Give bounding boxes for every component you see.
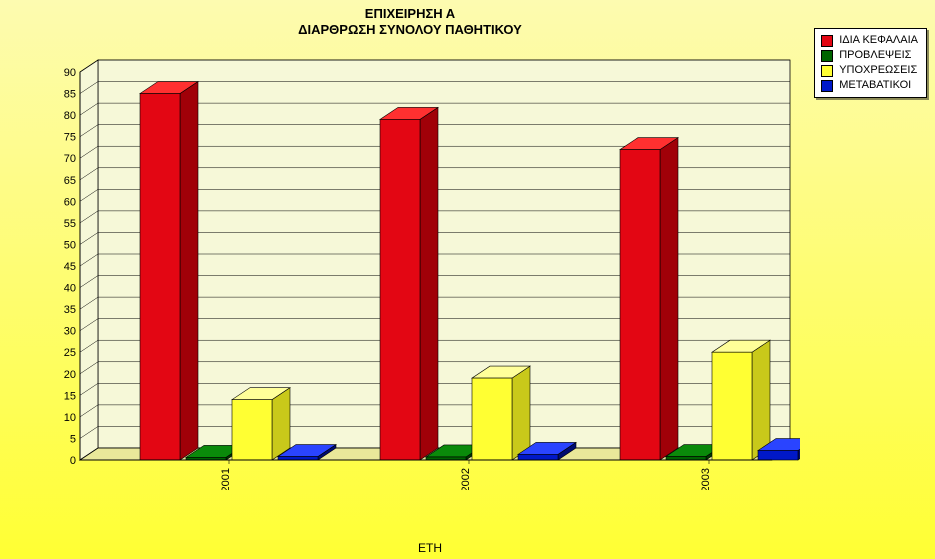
x-tick-label: 2003 xyxy=(700,468,712,490)
bar-front xyxy=(232,400,272,460)
legend-item: ΥΠΟΧΡΕΩΣΕΙΣ xyxy=(821,63,918,78)
bar-side xyxy=(180,82,198,460)
bar-side xyxy=(512,366,530,460)
chart-title: ΕΠΙΧΕΙΡΗΣΗ Α ΔΙΑΡΘΡΩΣΗ ΣΥΝΟΛΟΥ ΠΑΘΗΤΙΚΟΥ xyxy=(0,6,820,39)
plot-area: 0 5 10 15 20 25 30 35 40 45 50 55 60 65 70 75 80 85 90 2001… xyxy=(60,50,800,490)
legend-swatch xyxy=(821,65,833,77)
y-tick-label: 45 xyxy=(64,261,76,273)
y-tick-label: 15 xyxy=(64,390,76,402)
legend-label: ΜΕΤΑΒΑΤΙΚΟΙ xyxy=(839,78,911,93)
y-tick-label: 85 xyxy=(64,89,76,101)
chart-title-line1: ΕΠΙΧΕΙΡΗΣΗ Α xyxy=(365,6,455,21)
bar-front xyxy=(278,457,318,460)
y-tick-label: 75 xyxy=(64,132,76,144)
bar-front xyxy=(518,454,558,460)
bar-side xyxy=(272,388,290,460)
y-tick-label: 0 xyxy=(70,455,76,467)
x-tick-label: 2002 xyxy=(460,468,472,490)
chart-canvas: ΕΠΙΧΕΙΡΗΣΗ Α ΔΙΑΡΘΡΩΣΗ ΣΥΝΟΛΟΥ ΠΑΘΗΤΙΚΟΥ… xyxy=(0,0,935,559)
legend-label: ΠΡΟΒΛΕΨΕΙΣ xyxy=(839,48,911,63)
y-tick-label: 5 xyxy=(70,433,76,445)
bar-front xyxy=(712,352,752,460)
chart-title-line2: ΔΙΑΡΘΡΩΣΗ ΣΥΝΟΛΟΥ ΠΑΘΗΤΙΚΟΥ xyxy=(298,22,522,37)
y-tick-label: 90 xyxy=(64,67,76,79)
legend-item: ΜΕΤΑΒΑΤΙΚΟΙ xyxy=(821,78,918,93)
y-tick-label: 50 xyxy=(64,239,76,251)
bar-side xyxy=(420,107,438,460)
y-tick-label: 60 xyxy=(64,196,76,208)
y-tick-label: 55 xyxy=(64,218,76,230)
legend-item: ΠΡΟΒΛΕΨΕΙΣ xyxy=(821,48,918,63)
bar-front xyxy=(666,457,706,460)
y-tick-label: 70 xyxy=(64,153,76,165)
bar-front xyxy=(140,94,180,460)
legend-swatch xyxy=(821,35,833,47)
bar-side xyxy=(752,340,770,460)
legend-label: ΥΠΟΧΡΕΩΣΕΙΣ xyxy=(839,63,917,78)
plot-svg: 0 5 10 15 20 25 30 35 40 45 50 55 60 65 70 75 80 85 90 2001… xyxy=(60,50,800,490)
legend: ΙΔΙΑ ΚΕΦΑΛΑΙΑΠΡΟΒΛΕΨΕΙΣΥΠΟΧΡΕΩΣΕΙΣΜΕΤΑΒΑ… xyxy=(814,28,927,98)
y-tick-label: 40 xyxy=(64,283,76,295)
bar-front xyxy=(380,119,420,460)
bar-front xyxy=(758,451,798,460)
bar-front xyxy=(620,150,660,460)
y-tick-label: 20 xyxy=(64,369,76,381)
y-tick-label: 10 xyxy=(64,412,76,424)
x-axis-label: ΕΤΗ xyxy=(60,541,800,555)
legend-item: ΙΔΙΑ ΚΕΦΑΛΑΙΑ xyxy=(821,33,918,48)
x-tick-label: 2001 xyxy=(220,468,232,490)
y-tick-label: 25 xyxy=(64,347,76,359)
bar-side xyxy=(660,138,678,460)
legend-label: ΙΔΙΑ ΚΕΦΑΛΑΙΑ xyxy=(839,33,918,48)
y-tick-label: 65 xyxy=(64,175,76,187)
y-tick-label: 35 xyxy=(64,304,76,316)
y-tick-label: 30 xyxy=(64,326,76,338)
legend-swatch xyxy=(821,50,833,62)
bar-front xyxy=(472,378,512,460)
y-tick-label: 80 xyxy=(64,110,76,122)
legend-swatch xyxy=(821,80,833,92)
